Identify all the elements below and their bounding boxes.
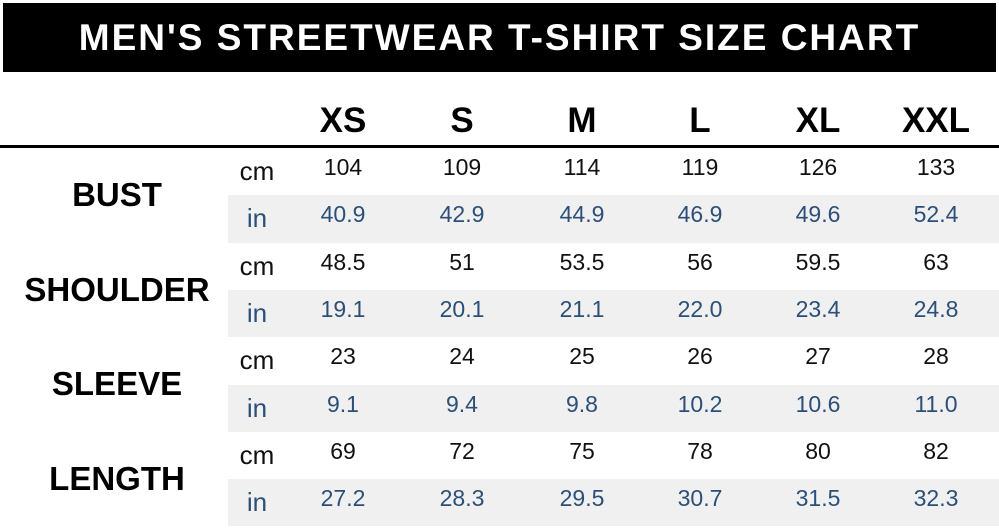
in-value: 19.1 (320, 296, 366, 323)
cm-value: 28 (923, 343, 949, 370)
row-band (228, 479, 999, 527)
in-value: 11.0 (914, 390, 958, 417)
title-bar: MEN'S STREETWEAR T-SHIRT SIZE CHART (3, 3, 996, 72)
cm-value: 24 (449, 343, 475, 370)
in-value: 10.6 (795, 390, 841, 417)
in-value: 29.5 (559, 485, 605, 512)
cm-value: 63 (923, 248, 949, 275)
in-value: 32.3 (913, 485, 959, 512)
in-value: 9.8 (566, 390, 598, 417)
cm-value: 53.5 (559, 248, 605, 275)
unit-label: in (246, 392, 268, 423)
in-value: 27.2 (320, 485, 366, 512)
unit-label: cm (239, 250, 275, 281)
unit-label: cm (239, 345, 275, 376)
unit-label: in (246, 203, 268, 234)
unit-label: in (246, 487, 268, 518)
in-value: 42.9 (439, 201, 485, 228)
header-rule (0, 145, 999, 148)
size-header: XS (319, 101, 367, 140)
cm-value: 75 (569, 437, 595, 464)
cm-value: 59.5 (795, 248, 841, 275)
unit-label: cm (239, 439, 275, 470)
in-value: 44.9 (559, 201, 605, 228)
in-value: 28.3 (439, 485, 485, 512)
cm-value: 133 (916, 154, 956, 181)
cm-value: 27 (805, 343, 831, 370)
cm-value: 69 (330, 437, 356, 464)
unit-label: cm (239, 156, 275, 187)
cm-value: 109 (442, 154, 482, 181)
cm-value: 56 (687, 248, 713, 275)
in-value: 24.8 (913, 296, 959, 323)
measurement-label: SHOULDER (24, 270, 210, 308)
cm-value: 119 (681, 154, 719, 181)
measurement-label: LENGTH (49, 460, 185, 498)
cm-value: 82 (923, 437, 949, 464)
cm-value: 25 (569, 343, 595, 370)
measurement-label: SLEEVE (51, 365, 183, 403)
cm-value: 23 (330, 343, 356, 370)
cm-value: 114 (563, 154, 601, 181)
cm-value: 72 (449, 437, 475, 464)
size-header: M (567, 101, 597, 140)
in-value: 9.4 (446, 390, 478, 417)
in-value: 20.1 (439, 296, 485, 323)
size-header: S (450, 101, 474, 140)
cm-value: 80 (805, 437, 831, 464)
row-band (228, 384, 999, 432)
in-value: 22.0 (677, 296, 723, 323)
cm-value: 126 (798, 154, 838, 181)
in-value: 9.1 (327, 390, 359, 417)
in-value: 10.2 (677, 390, 723, 417)
in-value: 30.7 (677, 485, 723, 512)
in-value: 31.5 (795, 485, 841, 512)
cm-value: 104 (323, 154, 363, 181)
cm-value: 78 (687, 437, 713, 464)
cm-value: 26 (687, 343, 713, 370)
size-header: L (689, 101, 711, 140)
in-value: 46.9 (677, 201, 723, 228)
in-value: 52.4 (913, 201, 959, 228)
unit-label: in (246, 298, 268, 329)
cm-value: 51 (449, 248, 475, 275)
row-band (228, 289, 999, 338)
row-band (228, 195, 999, 243)
measurement-label: BUST (72, 176, 162, 214)
in-value: 40.9 (320, 201, 366, 228)
in-value: 23.4 (795, 296, 841, 323)
cm-value: 48.5 (320, 248, 366, 275)
size-header: XL (795, 101, 841, 140)
in-value: 21.1 (559, 296, 605, 323)
in-value: 49.6 (795, 201, 841, 228)
size-header: XXL (901, 101, 971, 140)
